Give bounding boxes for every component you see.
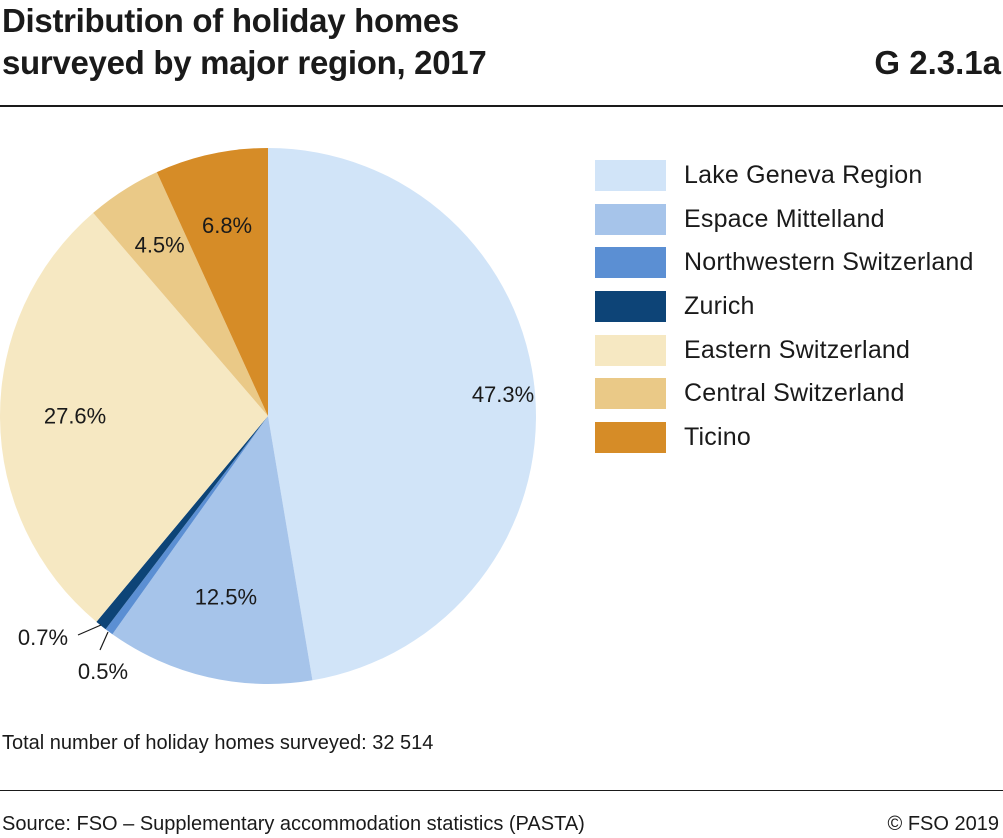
pie-chart: 47.3% 12.5% 0.5% 0.7% 27.6% 4.5% 6.8%	[0, 148, 536, 684]
pie-slice-eastern-switzerland	[0, 212, 268, 622]
pie-slice-northwestern-switzerland	[105, 416, 268, 635]
total-note: Total number of holiday homes surveyed: …	[2, 732, 434, 754]
pie-slice-zurich	[96, 416, 268, 630]
legend-label: Espace Mittelland	[684, 204, 885, 233]
slice-label-northwestern-switzerland: 0.5%	[78, 659, 128, 684]
legend-label: Zurich	[684, 292, 755, 321]
header-divider	[0, 105, 1003, 107]
pie-slice-lake-geneva-region	[268, 148, 536, 681]
slice-label-espace-mittelland: 12.5%	[195, 585, 257, 610]
legend-swatch	[595, 378, 666, 410]
legend-swatch	[595, 160, 666, 191]
source-text: Source: FSO – Supplementary accommodatio…	[2, 813, 585, 835]
pie-slice-ticino	[156, 148, 268, 416]
pie-slice-espace-mittelland	[112, 416, 313, 684]
slice-label-zurich: 0.7%	[18, 625, 68, 650]
legend-swatch	[595, 203, 666, 235]
chart-title-line-2: surveyed by major region, 2017	[2, 44, 487, 81]
slice-label-ticino: 6.8%	[202, 213, 252, 238]
legend-swatch	[595, 291, 666, 323]
callout-line	[99, 631, 109, 651]
copyright-text: © FSO 2019	[887, 813, 999, 835]
footer-divider	[0, 790, 1003, 791]
callout-line	[77, 624, 102, 636]
chart-title: Distribution of holiday homes surveyed b…	[2, 0, 762, 84]
legend-swatch	[595, 247, 666, 279]
legend-label: Lake Geneva Region	[684, 161, 923, 189]
slice-label-lake-geneva-region: 47.3%	[472, 382, 534, 407]
chart-title-line-1: Distribution of holiday homes	[2, 2, 459, 39]
pie-slice-central-switzerland	[93, 172, 269, 416]
legend-label: Ticino	[684, 423, 751, 452]
legend-label: Northwestern Switzerland	[684, 248, 974, 277]
legend-label: Eastern Switzerland	[684, 335, 911, 364]
legend-swatch	[595, 422, 666, 454]
slice-label-eastern-switzerland: 27.6%	[44, 403, 106, 428]
slice-label-central-switzerland: 4.5%	[135, 233, 185, 258]
chart-code: G 2.3.1a	[874, 44, 1001, 81]
legend-swatch	[595, 334, 666, 366]
legend-label: Central Switzerland	[684, 379, 905, 408]
